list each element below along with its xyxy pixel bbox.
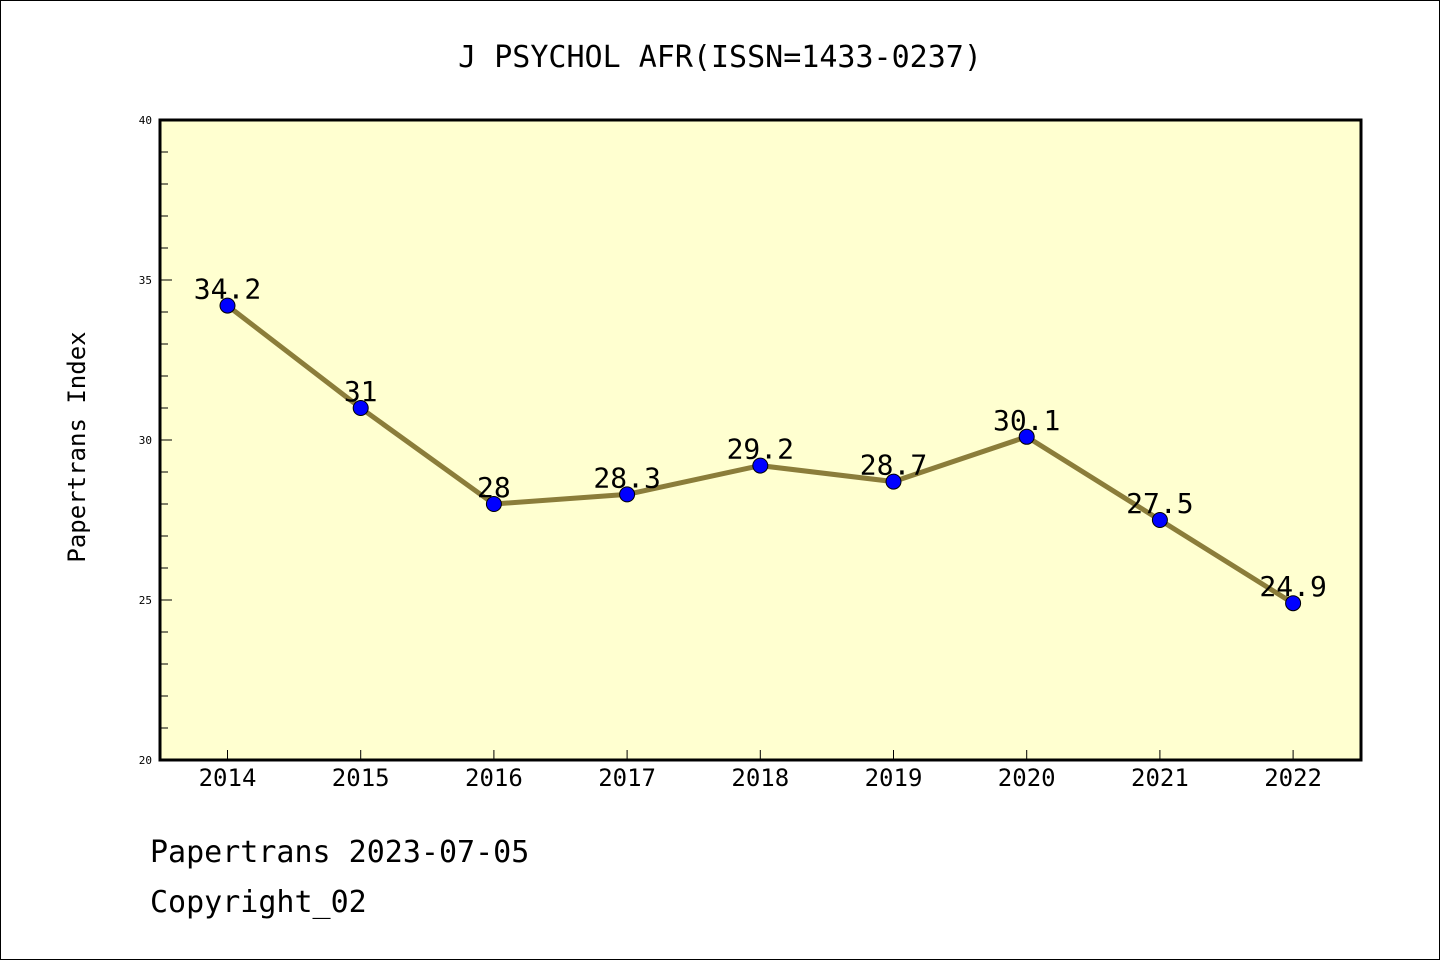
data-point [619,486,636,503]
data-point [752,457,769,474]
data-point [885,473,902,490]
footer-copyright: Copyright_02 [150,885,367,920]
data-point [1151,512,1168,528]
x-tick-label: 2018 [731,764,789,792]
data-label: 34.2 [194,273,261,306]
x-tick-label: 2016 [465,764,523,792]
data-point [1018,428,1035,445]
x-axis-ticks: 2014 2015 2016 2017 2018 2019 2020 2021 2022 [199,750,1322,792]
x-tick-label: 2019 [865,764,923,792]
data-label: 28.7 [860,449,927,482]
data-label: 31 [344,375,378,408]
y-tick-label: 30 [139,434,152,447]
footer-date: Papertrans 2023-07-05 [150,835,530,870]
y-tick-label: 25 [139,594,152,607]
y-axis-ticks: 20 25 30 35 40 [139,114,172,767]
data-point [352,400,369,416]
data-label: 30.1 [993,404,1060,437]
x-tick-label: 2020 [998,764,1056,792]
x-tick-label: 2022 [1264,764,1322,792]
y-tick-label: 35 [139,274,152,287]
y-tick-label: 40 [139,114,152,127]
data-label: 27.5 [1126,487,1193,520]
data-label: 28 [477,471,511,504]
data-label: 29.2 [727,433,794,466]
plot-area [158,118,1363,762]
x-tick-label: 2015 [332,764,390,792]
x-tick-label: 2017 [598,764,656,792]
data-point [219,297,236,314]
series-markers [219,297,1302,612]
data-point [485,496,502,512]
data-labels: 34.2 31 28 28.3 29.2 28.7 30.1 27.5 24.9 [194,273,1327,604]
y-tick-label: 20 [139,754,152,767]
data-label: 24.9 [1259,570,1326,603]
x-tick-label: 2021 [1131,764,1189,792]
chart-title: J PSYCHOL AFR(ISSN=1433-0237) [458,40,982,75]
y-axis-label: Papertrans Index [63,331,91,562]
x-tick-label: 2014 [199,764,257,792]
data-label: 28.3 [593,461,660,494]
data-point [1285,595,1302,612]
